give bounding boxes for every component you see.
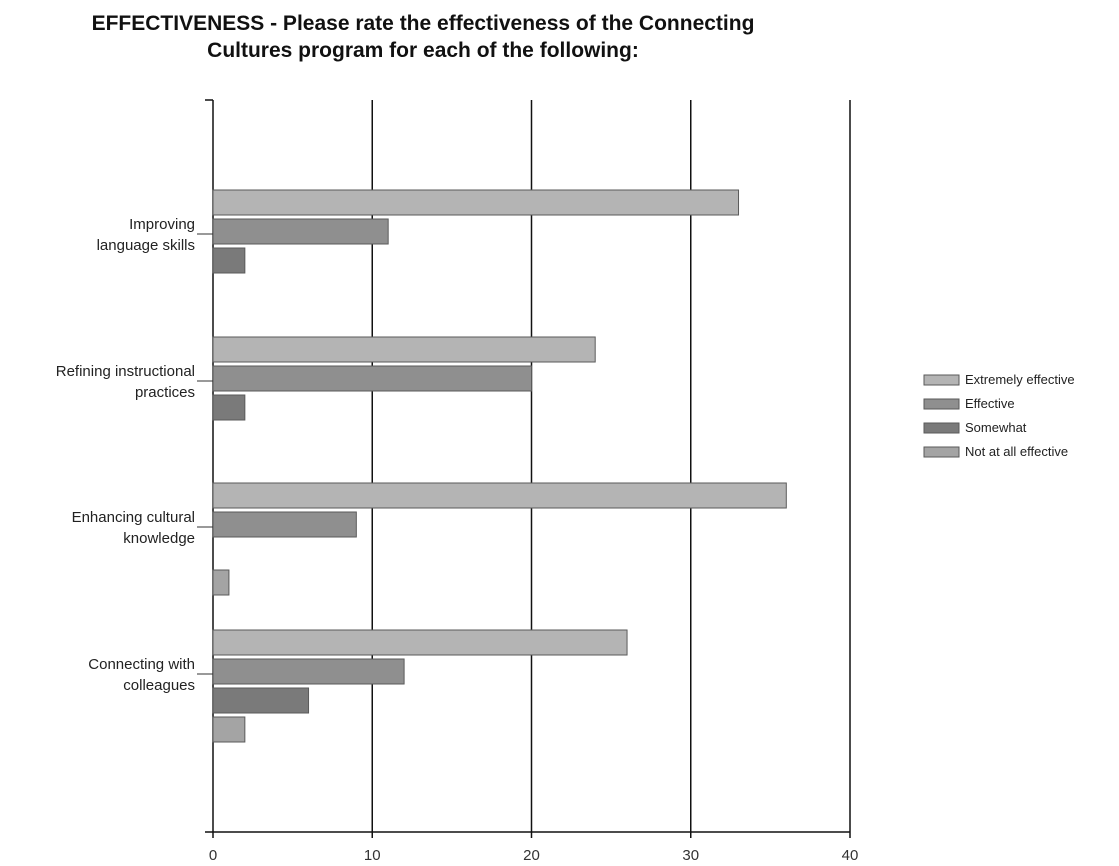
x-tick-label: 40 [842,847,859,864]
category-label: Enhancing cultural [72,509,195,526]
legend-swatch [923,398,960,410]
category-labels: Improving language skills Refining instruc… [56,216,213,694]
x-tick-label: 0 [209,847,217,864]
bars [212,189,787,743]
bar [212,218,389,245]
grid-lines [371,100,851,832]
category-label: colleagues [123,677,195,694]
category-label: language skills [97,237,195,254]
x-tick-label: 20 [523,847,540,864]
category-label: Refining instructional [56,363,195,380]
legend-swatch [923,374,960,386]
bar [212,189,740,216]
legend-entry: Effective [965,396,1015,411]
x-tick-label: 10 [364,847,381,864]
bar [212,569,230,596]
legend: Extremely effective Effective Somewhat Not … [923,372,1075,459]
legend-swatch [923,422,960,434]
bar [212,687,310,714]
chart-title-line: Cultures program for each of the followi… [207,39,639,62]
legend-entry: Somewhat [965,420,1027,435]
bar [212,511,357,538]
bar [212,336,596,363]
bar [212,394,246,421]
x-tick-labels: 0 10 20 30 40 [209,832,859,864]
bar [212,247,246,274]
category-label: practices [135,384,195,401]
category-label: Connecting with [88,656,195,673]
category-label: knowledge [123,530,195,547]
bar [212,658,405,685]
legend-swatch [923,446,960,458]
bar [212,365,532,392]
bar [212,629,628,656]
legend-entry: Extremely effective [965,372,1075,387]
bar [212,716,246,743]
chart-title-line: EFFECTIVENESS - Please rate the effectiv… [92,12,755,35]
legend-entry: Not at all effective [965,444,1068,459]
bar [212,482,787,509]
chart-title: EFFECTIVENESS - Please rate the effectiv… [92,12,755,62]
category-label: Improving [129,216,195,233]
x-tick-label: 30 [682,847,699,864]
